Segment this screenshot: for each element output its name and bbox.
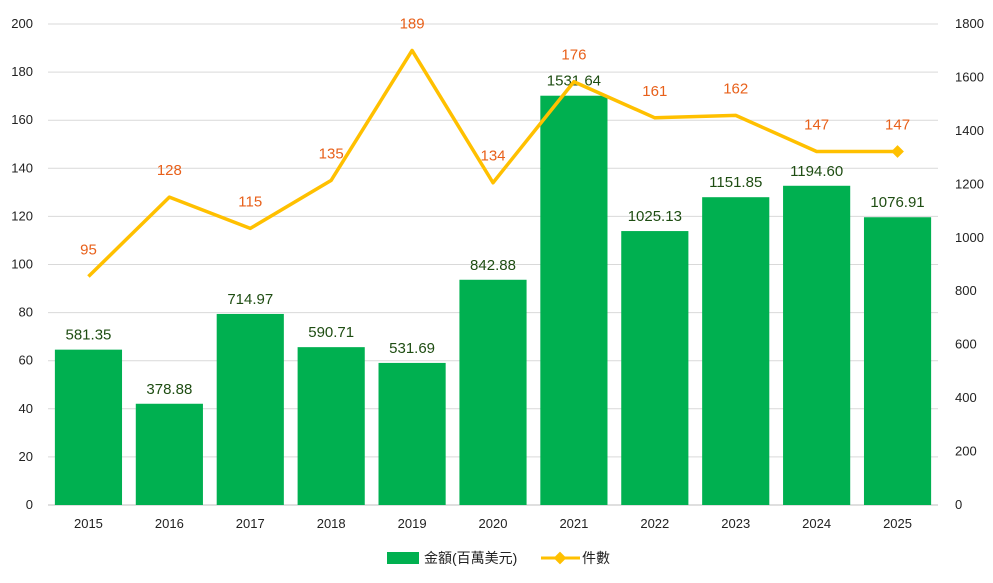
right-axis-tick-label: 800 xyxy=(955,283,977,298)
bar xyxy=(216,313,284,505)
right-axis-tick-label: 1200 xyxy=(955,176,984,191)
legend-swatch-count-marker xyxy=(553,551,567,565)
bar-data-label: 1151.85 xyxy=(709,174,762,191)
bar-data-label: 531.69 xyxy=(389,340,435,357)
count-data-label: 161 xyxy=(642,83,667,100)
x-axis: 2015 2016 2017 2018 2019 2020 2021 2022 2023 2024… xyxy=(74,516,912,531)
bar xyxy=(459,279,527,505)
left-axis-tick-label: 100 xyxy=(11,257,33,272)
x-axis-tick-label: 2021 xyxy=(559,516,588,531)
left-axis-tick-label: 0 xyxy=(26,497,33,512)
bar-data-label: 378.88 xyxy=(146,381,192,398)
count-data-label: 115 xyxy=(238,193,262,210)
bar xyxy=(54,349,123,505)
left-axis-tick-label: 60 xyxy=(19,353,33,368)
right-axis-tick-label: 1000 xyxy=(955,230,984,245)
count-series-line xyxy=(87,48,898,278)
count-point-marker xyxy=(891,145,904,158)
bar-data-label: 1076.91 xyxy=(870,194,924,211)
x-axis-tick-label: 2017 xyxy=(236,516,265,531)
x-axis-tick-label: 2025 xyxy=(883,516,912,531)
legend-label-amount: 金額(百萬美元) xyxy=(424,550,517,566)
right-axis-tick-label: 600 xyxy=(955,337,977,352)
legend-label-count: 件數 xyxy=(582,550,610,566)
right-axis-tick-label: 1600 xyxy=(955,69,984,84)
bar-data-label: 1025.13 xyxy=(628,208,682,225)
right-axis-tick-label: 1400 xyxy=(955,123,984,138)
x-axis-tick-label: 2024 xyxy=(802,516,831,531)
legend: 金額(百萬美元) 件數 xyxy=(387,550,610,566)
right-axis-tick-label: 0 xyxy=(955,497,962,512)
left-axis-tick-label: 180 xyxy=(11,64,33,79)
count-data-label: 95 xyxy=(80,242,97,259)
x-axis-tick-label: 2020 xyxy=(479,516,508,531)
bar-data-label: 714.97 xyxy=(227,291,273,308)
bar-data-label: 1194.60 xyxy=(790,163,843,180)
bar xyxy=(863,217,932,506)
x-axis-tick-label: 2019 xyxy=(398,516,427,531)
amount-bars: 581.35378.88714.97590.71531.69842.881531… xyxy=(54,73,932,506)
bar xyxy=(540,95,608,505)
count-data-label: 147 xyxy=(804,116,829,133)
left-y-axis: 0 20 40 60 80 100 120 140 160 180 200 xyxy=(11,16,33,512)
count-data-label: 147 xyxy=(885,116,910,133)
count-data-label: 189 xyxy=(400,15,425,32)
count-data-label: 134 xyxy=(480,148,505,165)
bar xyxy=(621,231,689,505)
x-axis-tick-label: 2018 xyxy=(317,516,346,531)
bar-data-label: 842.88 xyxy=(470,257,516,274)
left-axis-tick-label: 200 xyxy=(11,16,33,31)
right-axis-tick-label: 200 xyxy=(955,444,977,459)
left-axis-tick-label: 20 xyxy=(19,449,33,464)
bar xyxy=(378,362,446,505)
left-axis-tick-label: 80 xyxy=(19,305,33,320)
left-axis-tick-label: 160 xyxy=(11,112,33,127)
bar xyxy=(297,347,365,505)
x-axis-tick-label: 2016 xyxy=(155,516,184,531)
bar xyxy=(783,185,851,505)
x-axis-tick-label: 2022 xyxy=(640,516,669,531)
bar xyxy=(135,403,203,505)
x-axis-tick-label: 2015 xyxy=(74,516,103,531)
count-line: 95 128 115 135 189 134 176 161 162 147 147 xyxy=(80,15,910,278)
left-axis-tick-label: 120 xyxy=(11,208,33,223)
count-data-label: 128 xyxy=(157,162,182,179)
left-axis-tick-label: 140 xyxy=(11,160,33,175)
bar xyxy=(702,197,770,506)
bar-data-label: 590.71 xyxy=(308,324,354,341)
legend-swatch-amount xyxy=(387,552,419,564)
right-axis-tick-label: 1800 xyxy=(955,16,984,31)
right-axis-tick-label: 400 xyxy=(955,390,977,405)
right-y-axis: 0 200 400 600 800 1000 1200 1400 1600 1800 xyxy=(955,16,984,512)
x-axis-tick-label: 2023 xyxy=(721,516,750,531)
count-data-label: 162 xyxy=(723,80,748,97)
count-data-label: 135 xyxy=(319,145,344,162)
bar-data-label: 581.35 xyxy=(66,327,112,344)
left-axis-tick-label: 40 xyxy=(19,401,33,416)
count-data-label: 176 xyxy=(561,47,586,64)
